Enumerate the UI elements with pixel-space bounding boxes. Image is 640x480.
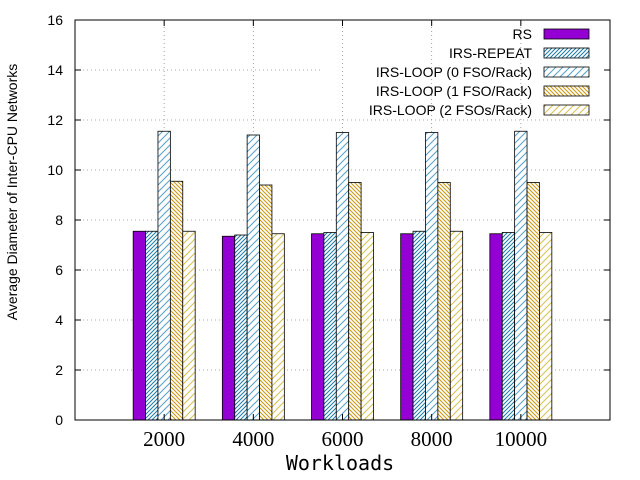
y-tick-label: 12 bbox=[47, 112, 63, 128]
bar-irs-loop-1-fso-rack-6000 bbox=[348, 182, 362, 421]
legend-swatch bbox=[543, 104, 590, 116]
bar-irs-loop-2-fsos-rack-4000 bbox=[271, 233, 285, 421]
bars bbox=[132, 130, 553, 421]
y-tick-label: 6 bbox=[55, 262, 63, 278]
x-tick-label: 8000 bbox=[411, 427, 453, 451]
bar-irs-repeat-2000 bbox=[145, 230, 159, 421]
legend-swatch bbox=[543, 47, 590, 59]
bar-irs-loop-1-fso-rack-4000 bbox=[259, 184, 273, 421]
y-tick-label: 14 bbox=[47, 62, 63, 78]
bar-irs-repeat-6000 bbox=[323, 232, 337, 421]
legend-label: IRS-LOOP (2 FSOs/Rack) bbox=[369, 102, 532, 118]
y-tick-label: 16 bbox=[47, 12, 63, 28]
axis-ticks bbox=[75, 19, 610, 421]
x-tick-label: 6000 bbox=[322, 427, 364, 451]
bar-rs-4000 bbox=[221, 235, 236, 421]
y-tick-label: 0 bbox=[55, 412, 63, 428]
bar-irs-loop-2-fsos-rack-6000 bbox=[360, 232, 374, 421]
x-tick-label: 4000 bbox=[232, 427, 274, 451]
bar-irs-loop-1-fso-rack-8000 bbox=[437, 182, 451, 421]
y-tick-labels: 0 2 4 6 8 10 12 14 16 bbox=[47, 12, 63, 428]
legend-label: IRS-LOOP (0 FSO/Rack) bbox=[376, 64, 532, 80]
bar-irs-repeat-4000 bbox=[234, 234, 248, 421]
bar-irs-loop-1-fso-rack-10000 bbox=[526, 182, 540, 421]
legend: RS IRS-REPEAT IRS-LOOP (0 FSO/Rack) IRS-LOO… bbox=[369, 26, 590, 118]
bar-rs-6000 bbox=[311, 233, 325, 421]
y-tick-label: 4 bbox=[55, 312, 63, 328]
bar-irs-repeat-8000 bbox=[412, 230, 426, 421]
legend-label: IRS-LOOP (1 FSO/Rack) bbox=[376, 83, 532, 99]
bar-irs-loop-2-fsos-rack-2000 bbox=[182, 230, 196, 421]
bar-irs-loop-0-fso-rack-4000 bbox=[246, 134, 260, 421]
legend-swatch bbox=[543, 28, 590, 40]
bar-irs-loop-0-fso-rack-6000 bbox=[335, 132, 350, 421]
bar-rs-10000 bbox=[489, 233, 503, 421]
legend-label: IRS-REPEAT bbox=[449, 45, 532, 61]
y-tick-label: 2 bbox=[55, 362, 63, 378]
bar-irs-loop-2-fsos-rack-8000 bbox=[449, 230, 464, 421]
x-tick-label: 10000 bbox=[495, 427, 548, 451]
bar-rs-2000 bbox=[132, 230, 146, 421]
bar-irs-loop-0-fso-rack-8000 bbox=[425, 132, 439, 421]
bar-irs-loop-0-fso-rack-2000 bbox=[157, 130, 171, 421]
y-tick-label: 8 bbox=[55, 212, 63, 228]
legend-swatch bbox=[543, 66, 590, 78]
bar-irs-loop-0-fso-rack-10000 bbox=[514, 130, 528, 421]
bar-irs-loop-1-fso-rack-2000 bbox=[169, 180, 184, 421]
bar-irs-repeat-10000 bbox=[501, 232, 516, 421]
y-axis-title: Average Diameter of Inter-CPU Networks bbox=[4, 64, 20, 321]
legend-label: RS bbox=[513, 26, 532, 42]
x-tick-labels: 2000 4000 6000 8000 10000 bbox=[143, 427, 547, 451]
legend-swatch bbox=[543, 85, 590, 97]
x-tick-label: 2000 bbox=[143, 427, 185, 451]
y-tick-label: 10 bbox=[47, 162, 63, 178]
x-axis-title: Workloads bbox=[286, 451, 394, 475]
bar-irs-loop-2-fsos-rack-10000 bbox=[539, 232, 553, 421]
bar-rs-8000 bbox=[400, 233, 414, 421]
